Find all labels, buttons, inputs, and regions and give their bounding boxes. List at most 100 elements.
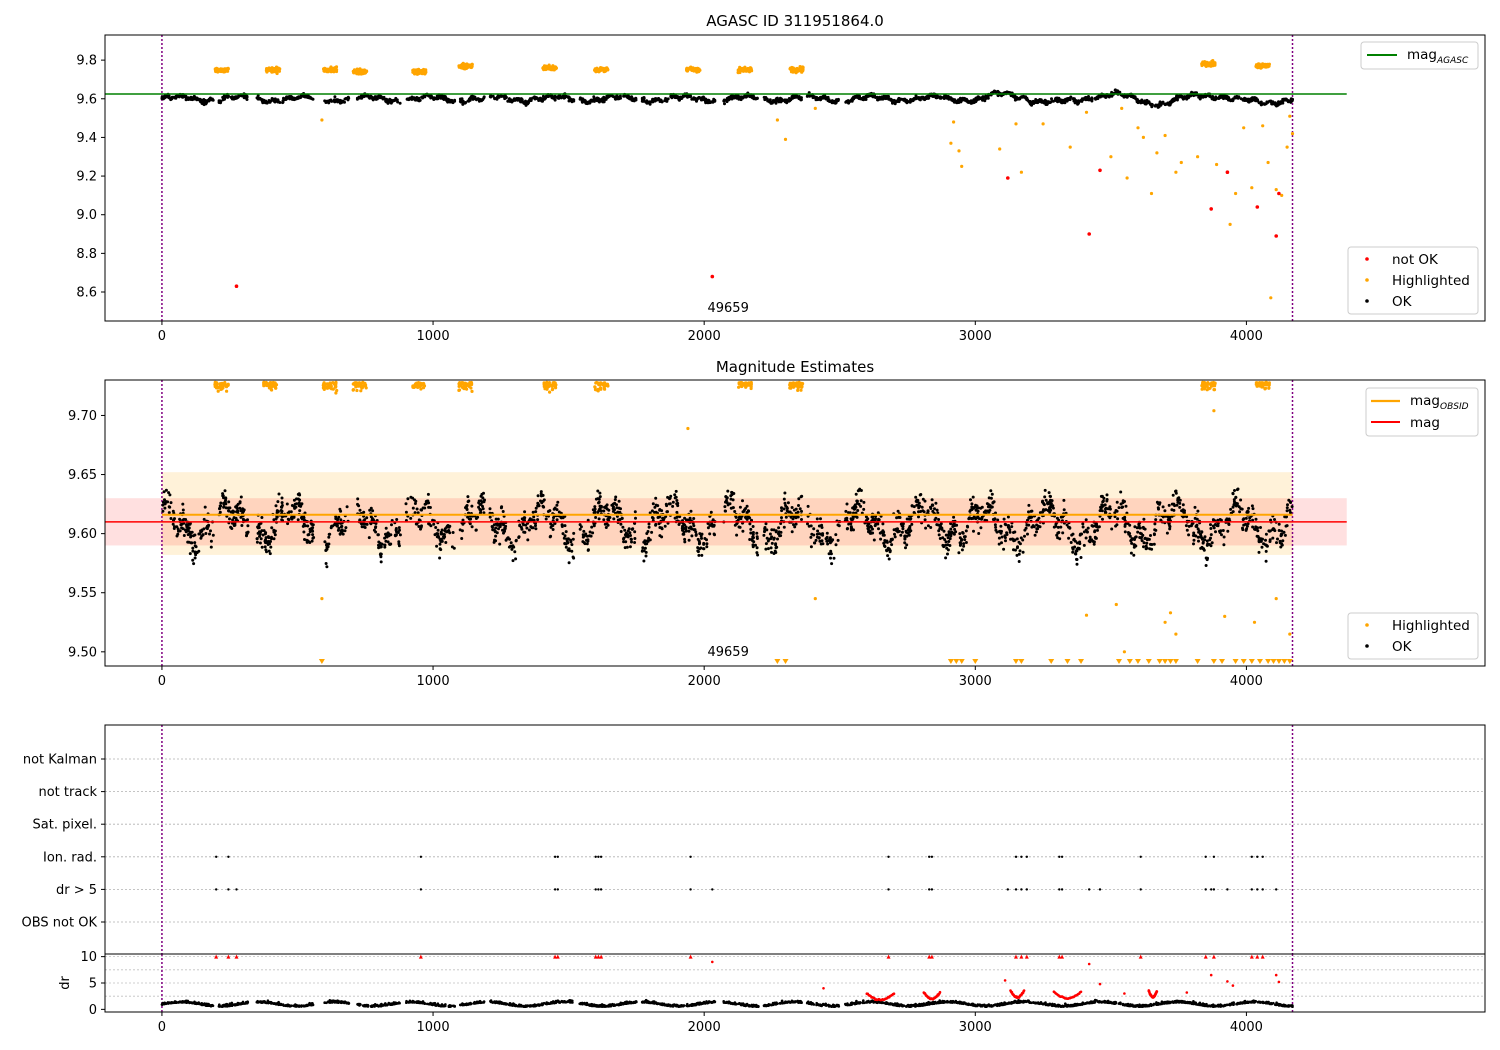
ok-point	[1247, 100, 1250, 104]
ok-point	[650, 530, 654, 534]
ok-point	[904, 98, 908, 102]
highlighted-point	[1261, 124, 1265, 128]
ok-point	[886, 554, 890, 558]
ok-point	[517, 536, 521, 539]
highlighted-point	[458, 64, 462, 68]
ok-point	[466, 495, 470, 499]
x-tick-label: 2000	[688, 329, 721, 344]
ok-point	[572, 531, 576, 535]
highlighted-point	[1263, 65, 1267, 69]
ok-point	[924, 526, 928, 530]
ok-point	[997, 536, 1001, 540]
ok-point	[1061, 101, 1065, 105]
not-ok-point	[1274, 234, 1278, 238]
highlighted-point	[1136, 126, 1140, 130]
ok-point	[971, 495, 975, 499]
ok-point	[675, 499, 679, 502]
ok-point	[724, 500, 727, 504]
ok-point	[926, 510, 930, 514]
ok-point	[1154, 518, 1158, 522]
ok-point	[1247, 506, 1251, 510]
ok-point	[1250, 99, 1254, 103]
ok-point	[946, 552, 949, 556]
highlighted-point	[696, 69, 701, 73]
ok-point	[476, 97, 480, 101]
ok-point	[513, 98, 517, 101]
ok-point	[705, 542, 709, 546]
ok-point	[973, 98, 977, 102]
ok-point	[234, 518, 238, 522]
figure-title: AGASC ID 311951864.0	[706, 12, 884, 30]
ok-point	[1264, 543, 1267, 547]
ok-point	[640, 96, 644, 100]
ok-point	[796, 510, 800, 514]
ok-point	[617, 499, 621, 503]
ok-point	[979, 526, 983, 530]
ok-point	[1004, 523, 1008, 527]
ok-point	[596, 511, 600, 514]
ok-point	[996, 518, 1000, 522]
ok-point	[937, 518, 941, 521]
ok-point	[1276, 537, 1279, 541]
ok-point	[687, 538, 691, 542]
ok-point	[850, 97, 854, 101]
ok-point	[169, 517, 173, 520]
ok-point	[866, 94, 870, 98]
ok-point	[999, 524, 1003, 528]
ok-point	[763, 98, 767, 102]
ok-point	[1279, 101, 1283, 104]
ok-point	[698, 532, 702, 536]
ok-point	[733, 510, 737, 513]
legend-label-highlighted: Highlighted	[1392, 273, 1470, 289]
ok-point	[950, 98, 954, 102]
ok-point	[1072, 97, 1075, 101]
ok-point	[875, 95, 879, 99]
highlighted-point	[775, 118, 780, 122]
ok-point	[464, 101, 468, 104]
ok-point	[1021, 550, 1025, 554]
ok-point	[493, 97, 497, 101]
ok-point	[584, 100, 588, 104]
highlighted-point	[334, 67, 338, 71]
ok-point	[1104, 506, 1108, 510]
ok-point	[1237, 95, 1241, 99]
ok-point	[1119, 490, 1123, 494]
ok-point	[190, 541, 194, 545]
highlighted-point	[1228, 222, 1232, 226]
ok-point	[557, 94, 561, 98]
ok-point	[656, 97, 660, 101]
ok-point	[281, 100, 285, 104]
ok-point	[328, 532, 332, 536]
ok-point	[966, 100, 970, 104]
ok-point	[1178, 505, 1182, 509]
ok-point	[595, 99, 599, 103]
ok-point	[1214, 530, 1217, 534]
ok-point	[179, 94, 183, 98]
ok-point	[653, 510, 656, 514]
highlighted-point	[957, 149, 961, 153]
ok-point	[614, 495, 618, 499]
ok-point	[270, 97, 274, 100]
highlighted-point	[1266, 160, 1270, 165]
ok-point	[964, 541, 968, 544]
ok-point	[684, 529, 688, 533]
ok-point	[895, 516, 899, 520]
ok-point	[553, 98, 557, 102]
ok-point	[664, 97, 668, 100]
ok-point	[671, 500, 675, 504]
ok-point	[1193, 516, 1197, 520]
ok-point	[494, 526, 498, 530]
ok-point	[413, 502, 417, 505]
ok-point	[298, 509, 302, 513]
ok-point	[934, 501, 938, 505]
ok-point	[311, 536, 315, 540]
ok-point	[1050, 499, 1054, 503]
ok-point	[370, 96, 374, 100]
ok-point	[954, 100, 958, 104]
ok-point	[1147, 537, 1151, 541]
ok-point	[1136, 530, 1140, 534]
highlighted-point	[1155, 151, 1159, 155]
highlighted-point	[552, 68, 556, 72]
highlighted-point	[330, 67, 334, 71]
y-tick-label: 9.8	[76, 54, 97, 69]
